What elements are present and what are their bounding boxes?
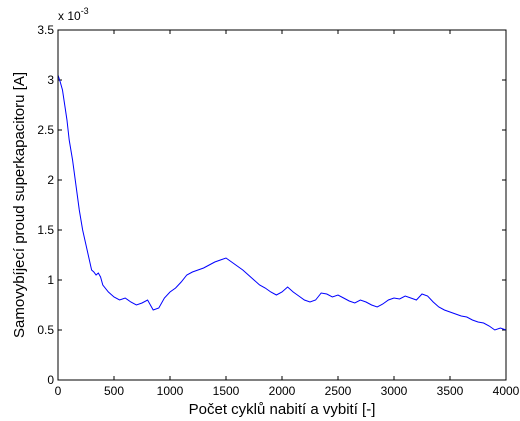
x-tick-label: 0 (55, 384, 62, 398)
y-tick-label: 2.5 (37, 123, 54, 137)
x-axis-ticks (57, 30, 507, 380)
y-multiplier-exponent: -3 (81, 6, 89, 16)
x-tick-label: 3000 (381, 384, 408, 398)
y-tick-label: 3.5 (37, 23, 54, 37)
x-axis-label: Počet cyklů nabití a vybití [-] (189, 401, 376, 418)
y-tick-label: 2 (47, 173, 54, 187)
plot-frame (57, 29, 507, 381)
y-tick-label: 1 (47, 273, 54, 287)
y-multiplier-base: x 10 (58, 9, 81, 23)
x-tick-labels: 0 500 1000 1500 2000 2500 3000 3500 4000 (55, 384, 520, 398)
x-tick-label: 2000 (269, 384, 296, 398)
y-multiplier-label: x 10-3 (58, 6, 89, 23)
y-tick-label: 3 (47, 73, 54, 87)
y-tick-label: 0 (47, 373, 54, 387)
y-axis-label: Samovybíjecí proud superkapacitoru [A] (11, 72, 28, 338)
y-tick-labels: 0 0.5 1 1.5 2 2.5 3 3.5 (37, 23, 54, 387)
series-line (57, 74, 507, 331)
x-tick-label: 500 (104, 384, 124, 398)
x-tick-label: 2500 (325, 384, 352, 398)
x-tick-label: 1000 (157, 384, 184, 398)
x-tick-label: 1500 (213, 384, 240, 398)
x-tick-label: 3500 (437, 384, 464, 398)
y-tick-label: 0.5 (37, 323, 54, 337)
x-tick-label: 4000 (493, 384, 520, 398)
y-tick-label: 1.5 (37, 223, 54, 237)
y-axis-ticks (58, 29, 506, 381)
